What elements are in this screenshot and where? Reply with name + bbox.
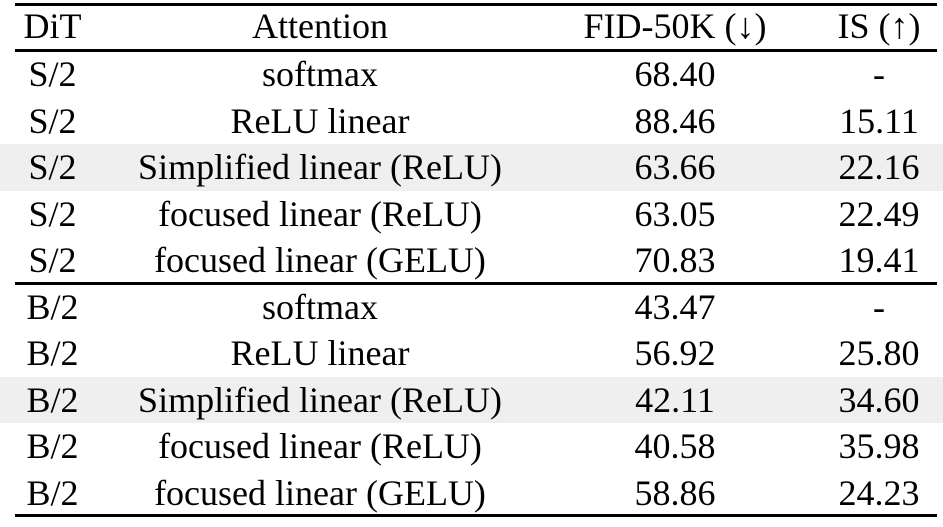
table-rule-top bbox=[15, 3, 937, 6]
cell-is: 35.98 bbox=[838, 426, 920, 467]
table-rule-header bbox=[15, 49, 937, 52]
cell-is: 24.23 bbox=[838, 472, 920, 513]
cell-attention: Simplified linear (ReLU) bbox=[105, 144, 535, 191]
header-row: DiT Attention FID-50K (↓) IS (↑) bbox=[0, 0, 943, 51]
cell-attention: softmax bbox=[262, 54, 378, 95]
cell-attention: focused linear (GELU) bbox=[154, 472, 486, 513]
table-rule-mid bbox=[15, 282, 937, 285]
table-row: B/2 focused linear (GELU) 58.86 24.23 bbox=[0, 470, 943, 517]
table-row: B/2 softmax 43.47 - bbox=[0, 284, 943, 331]
table-row: B/2 Simplified linear (ReLU) 42.11 34.60 bbox=[0, 376, 943, 423]
table-row: S/2 focused linear (GELU) 70.83 19.41 bbox=[0, 237, 943, 284]
header-cell-fid-50k: FID-50K (↓) bbox=[583, 5, 767, 46]
table-row: S/2 focused linear (ReLU) 63.05 22.49 bbox=[0, 191, 943, 238]
cell-fid: 42.11 bbox=[535, 376, 815, 423]
header-cell-attention: Attention bbox=[252, 5, 388, 46]
cell-dit: S/2 bbox=[28, 100, 77, 141]
table-row: S/2 ReLU linear 88.46 15.11 bbox=[0, 98, 943, 145]
cell-dit: S/2 bbox=[28, 193, 77, 234]
table-rule-bottom bbox=[15, 514, 937, 517]
cell-dit: B/2 bbox=[26, 472, 79, 513]
cell-fid: 40.58 bbox=[634, 426, 716, 467]
cell-fid: 88.46 bbox=[634, 100, 716, 141]
cell-attention: focused linear (GELU) bbox=[154, 240, 486, 281]
cell-fid: 56.92 bbox=[634, 333, 716, 374]
cell-dit: B/2 bbox=[26, 286, 79, 327]
header-cell-is: IS (↑) bbox=[837, 5, 921, 46]
header-cell-dit: DiT bbox=[23, 5, 82, 46]
cell-is: 22.16 bbox=[815, 144, 943, 191]
cell-fid: 63.05 bbox=[634, 193, 716, 234]
table-row: B/2 focused linear (ReLU) 40.58 35.98 bbox=[0, 423, 943, 470]
cell-fid: 68.40 bbox=[634, 54, 716, 95]
cell-fid: 63.66 bbox=[535, 144, 815, 191]
cell-is: 22.49 bbox=[838, 193, 920, 234]
cell-fid: 58.86 bbox=[634, 472, 716, 513]
cell-dit: S/2 bbox=[28, 240, 77, 281]
cell-is: 15.11 bbox=[839, 100, 919, 141]
cell-is: - bbox=[873, 286, 885, 327]
cell-dit: B/2 bbox=[26, 333, 79, 374]
cell-attention: focused linear (ReLU) bbox=[158, 426, 482, 467]
table-row: S/2 Simplified linear (ReLU) 63.66 22.16 bbox=[0, 144, 943, 191]
cell-dit: B/2 bbox=[26, 426, 79, 467]
cell-is: 19.41 bbox=[838, 240, 920, 281]
table-row: S/2 softmax 68.40 - bbox=[0, 51, 943, 98]
cell-is: - bbox=[873, 54, 885, 95]
cell-dit: B/2 bbox=[0, 376, 105, 423]
table-row: B/2 ReLU linear 56.92 25.80 bbox=[0, 330, 943, 377]
cell-is: 25.80 bbox=[838, 333, 920, 374]
cell-attention: softmax bbox=[262, 286, 378, 327]
cell-dit: S/2 bbox=[0, 144, 105, 191]
cell-attention: ReLU linear bbox=[230, 333, 410, 374]
cell-fid: 70.83 bbox=[634, 240, 716, 281]
cell-is: 34.60 bbox=[815, 376, 943, 423]
cell-fid: 43.47 bbox=[634, 286, 716, 327]
cell-attention: ReLU linear bbox=[230, 100, 410, 141]
cell-attention: focused linear (ReLU) bbox=[158, 193, 482, 234]
cell-attention: Simplified linear (ReLU) bbox=[105, 376, 535, 423]
cell-dit: S/2 bbox=[28, 54, 77, 95]
